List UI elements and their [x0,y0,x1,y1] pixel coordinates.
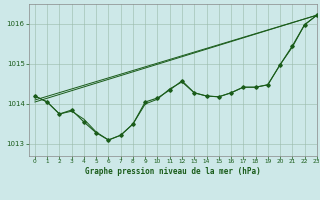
X-axis label: Graphe pression niveau de la mer (hPa): Graphe pression niveau de la mer (hPa) [85,167,261,176]
